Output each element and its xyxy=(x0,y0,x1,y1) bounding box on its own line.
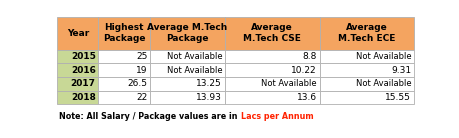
Bar xyxy=(150,77,224,91)
Text: Not Available: Not Available xyxy=(355,52,410,61)
Bar xyxy=(98,17,150,50)
Text: 13.93: 13.93 xyxy=(196,93,222,102)
Text: 8.8: 8.8 xyxy=(302,52,316,61)
Bar xyxy=(98,77,150,91)
Text: Average M.Tech
Package: Average M.Tech Package xyxy=(147,23,227,43)
Bar xyxy=(319,50,413,63)
Bar xyxy=(150,63,224,77)
Bar xyxy=(319,63,413,77)
Bar xyxy=(224,17,319,50)
Bar xyxy=(57,63,98,77)
Text: Year: Year xyxy=(67,29,89,38)
Text: Not Available: Not Available xyxy=(261,79,316,88)
Text: 2018: 2018 xyxy=(71,93,95,102)
Bar xyxy=(224,91,319,104)
Bar xyxy=(57,77,98,91)
Text: Not Available: Not Available xyxy=(166,66,222,75)
Bar xyxy=(98,50,150,63)
Text: Not Available: Not Available xyxy=(166,52,222,61)
Bar xyxy=(98,91,150,104)
Text: 15.55: 15.55 xyxy=(385,93,410,102)
Bar xyxy=(57,17,98,50)
Text: Not Available: Not Available xyxy=(355,79,410,88)
Text: 10.22: 10.22 xyxy=(291,66,316,75)
Text: 13.25: 13.25 xyxy=(196,79,222,88)
Text: Highest
Package: Highest Package xyxy=(103,23,146,43)
Text: 2017: 2017 xyxy=(71,79,95,88)
Bar xyxy=(319,17,413,50)
Text: 25: 25 xyxy=(136,52,147,61)
Bar xyxy=(319,91,413,104)
Text: 2016: 2016 xyxy=(71,66,95,75)
Text: 19: 19 xyxy=(135,66,147,75)
Bar xyxy=(224,50,319,63)
Text: 2015: 2015 xyxy=(71,52,95,61)
Text: Average
M.Tech ECE: Average M.Tech ECE xyxy=(337,23,395,43)
Bar xyxy=(224,63,319,77)
Text: 22: 22 xyxy=(136,93,147,102)
Text: Average
M.Tech CSE: Average M.Tech CSE xyxy=(243,23,301,43)
Text: Lacs per Annum: Lacs per Annum xyxy=(240,112,313,121)
Text: Note: All Salary / Package values are in: Note: All Salary / Package values are in xyxy=(59,112,240,121)
Bar xyxy=(57,91,98,104)
Text: 9.31: 9.31 xyxy=(390,66,410,75)
Text: 13.6: 13.6 xyxy=(296,93,316,102)
Bar xyxy=(319,77,413,91)
Bar xyxy=(98,63,150,77)
Bar xyxy=(57,50,98,63)
Bar xyxy=(150,50,224,63)
Bar xyxy=(224,77,319,91)
Text: 26.5: 26.5 xyxy=(127,79,147,88)
Bar xyxy=(150,17,224,50)
Bar xyxy=(150,91,224,104)
